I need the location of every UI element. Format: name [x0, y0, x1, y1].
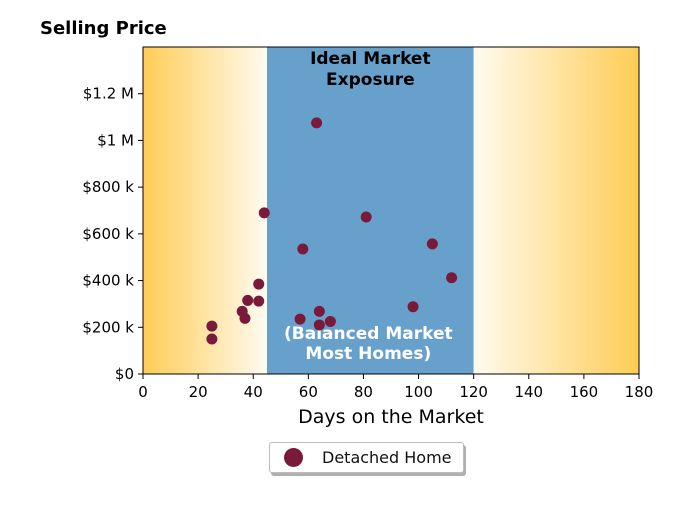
data-point [446, 272, 458, 284]
data-point [297, 243, 309, 255]
legend-label-detached-home: Detached Home [322, 448, 452, 467]
data-point [360, 211, 372, 223]
y-tick-label: $1 M [97, 131, 134, 149]
balanced-label-line: (Balanced Market [284, 324, 453, 344]
y-tick-label: $1.2 M [83, 85, 134, 103]
chart-title: Selling Price [40, 18, 167, 39]
data-point [253, 278, 265, 290]
data-point [206, 320, 218, 332]
data-point [311, 117, 323, 129]
y-tick-label: $800 k [82, 178, 134, 196]
y-tick-label: $400 k [82, 272, 134, 290]
y-tick-label: $200 k [82, 318, 134, 336]
region-warm-fade-right [143, 47, 267, 374]
data-point [206, 333, 218, 345]
x-tick-label: 80 [354, 383, 373, 401]
legend-marker [284, 448, 303, 467]
x-axis-label: Days on the Market [298, 406, 484, 428]
data-point [313, 319, 325, 331]
x-tick-label: 20 [189, 383, 208, 401]
balanced-label-line: Most Homes) [305, 344, 431, 364]
x-tick-label: 60 [299, 383, 318, 401]
data-point [258, 207, 270, 219]
x-tick-label: 140 [514, 383, 543, 401]
x-tick-label: 180 [625, 383, 654, 401]
data-point [324, 315, 336, 327]
x-axis: 0 20 40 60 80 100 120 140 160 180 [138, 374, 653, 401]
data-point [426, 238, 438, 250]
regions-layer [143, 47, 639, 374]
x-tick-label: 100 [404, 383, 433, 401]
data-point [239, 312, 251, 324]
data-point [294, 313, 306, 325]
y-axis: $0 $200 k $400 k $600 k $800 k $1 M $1.2 M [82, 85, 143, 383]
legend: Detached Home [269, 442, 464, 473]
data-point [253, 295, 265, 307]
y-tick-label: $600 k [82, 225, 134, 243]
data-point [313, 305, 325, 317]
x-tick-label: 0 [138, 383, 148, 401]
data-point [242, 294, 254, 306]
x-tick-label: 160 [570, 383, 599, 401]
x-tick-label: 40 [244, 383, 263, 401]
ideal-label-line: Ideal Market [310, 49, 431, 69]
data-point [407, 301, 419, 313]
points-layer [206, 117, 458, 345]
plot-frame [142, 46, 640, 375]
y-tick-label: $0 [115, 365, 134, 383]
ideal-label-line: Exposure [326, 70, 415, 90]
x-tick-label: 120 [459, 383, 488, 401]
region-warm-fade-left [473, 47, 639, 374]
